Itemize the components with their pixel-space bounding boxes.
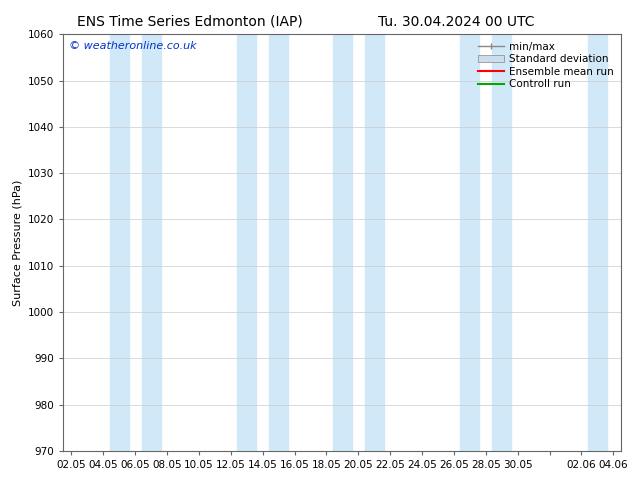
Text: © weatheronline.co.uk: © weatheronline.co.uk — [69, 41, 197, 50]
Bar — [237, 34, 256, 451]
Text: ENS Time Series Edmonton (IAP): ENS Time Series Edmonton (IAP) — [77, 15, 303, 29]
Y-axis label: Surface Pressure (hPa): Surface Pressure (hPa) — [13, 179, 23, 306]
Bar — [333, 34, 352, 451]
Bar — [365, 34, 384, 451]
Legend: min/max, Standard deviation, Ensemble mean run, Controll run: min/max, Standard deviation, Ensemble me… — [476, 40, 616, 92]
Bar — [110, 34, 129, 451]
Text: Tu. 30.04.2024 00 UTC: Tu. 30.04.2024 00 UTC — [378, 15, 534, 29]
Bar — [460, 34, 479, 451]
Bar — [141, 34, 160, 451]
Bar — [492, 34, 512, 451]
Bar — [269, 34, 288, 451]
Bar — [588, 34, 607, 451]
